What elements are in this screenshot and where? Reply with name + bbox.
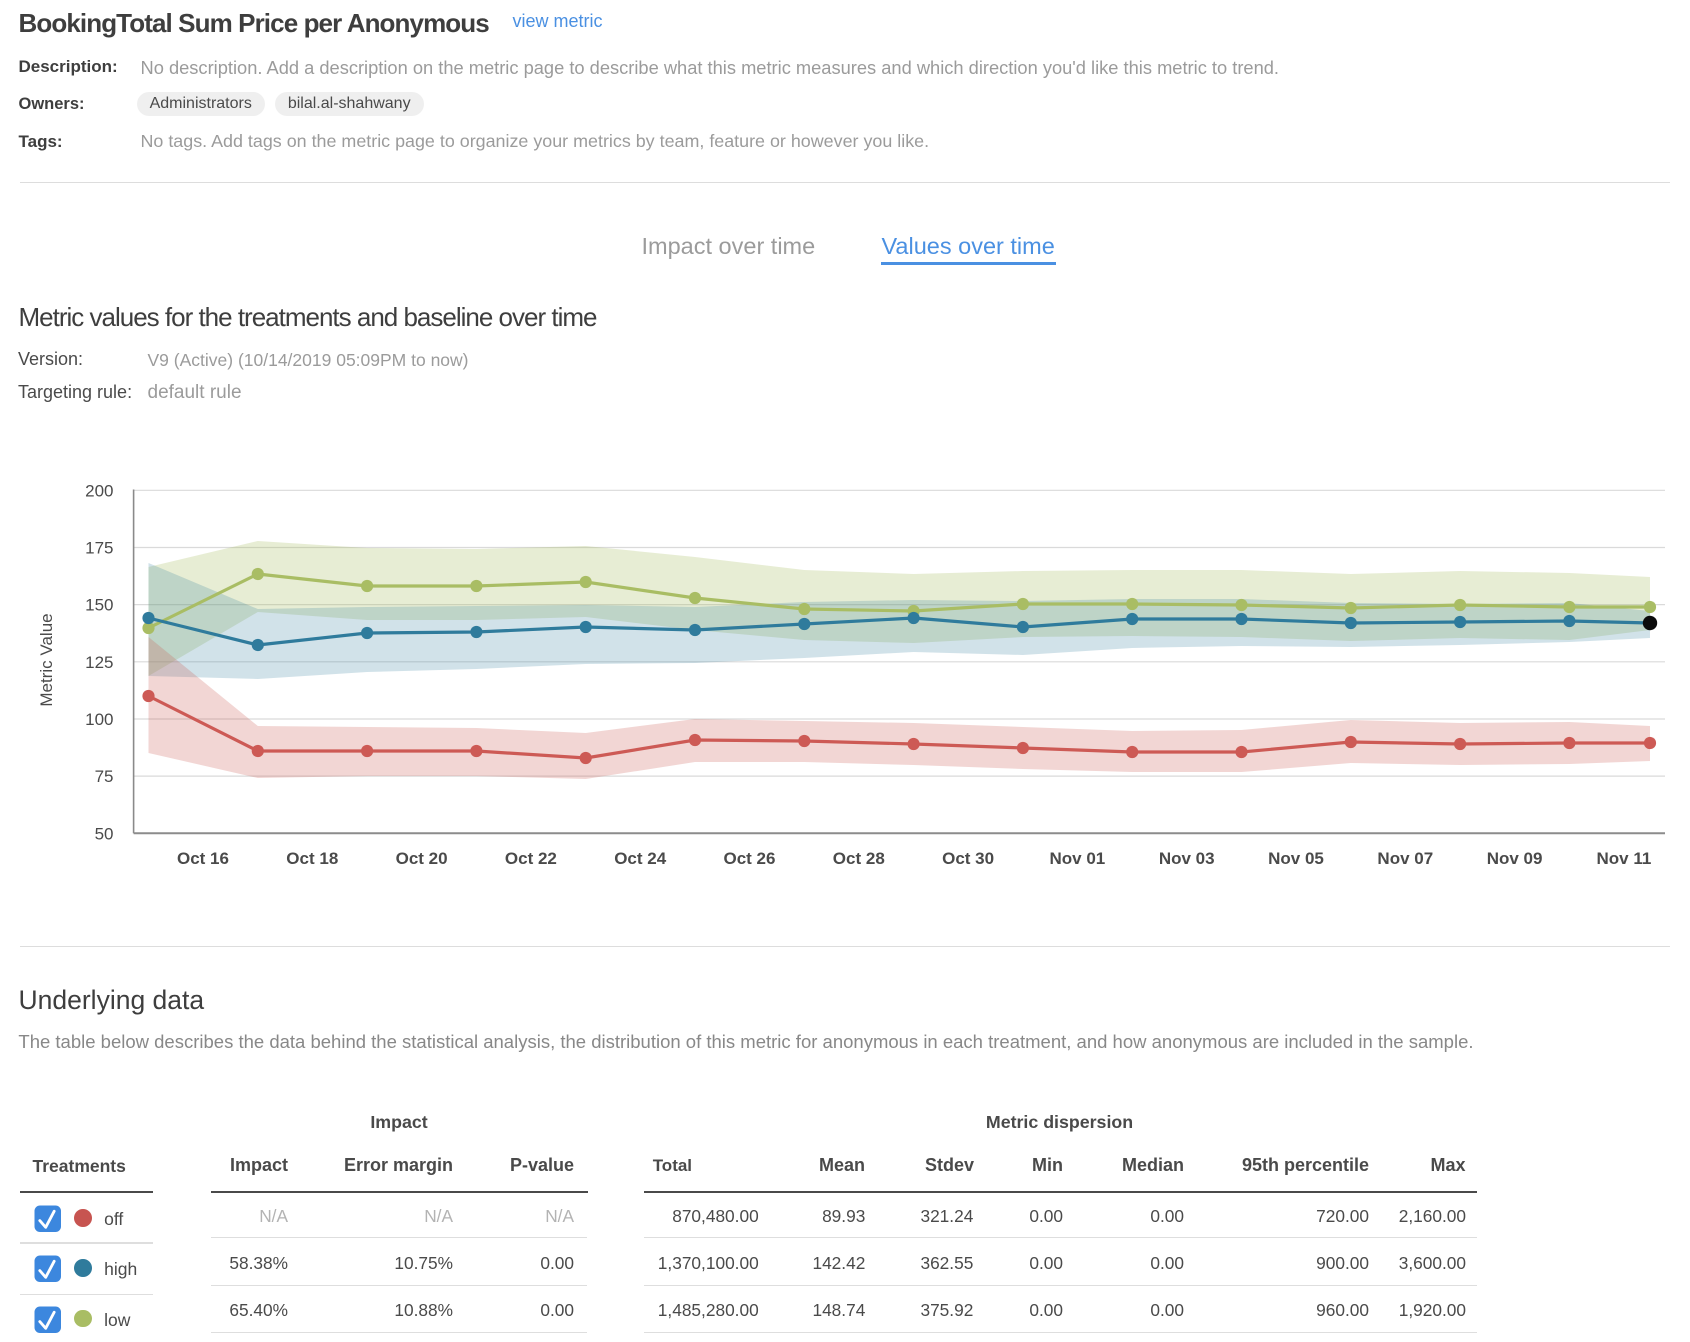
svg-text:Nov 11: Nov 11 [1596,849,1651,868]
svg-text:150: 150 [85,596,113,615]
svg-text:Nov 07: Nov 07 [1377,849,1433,868]
svg-text:200: 200 [85,481,113,500]
svg-text:Oct 22: Oct 22 [505,849,557,868]
svg-text:Oct 30: Oct 30 [942,849,994,868]
svg-text:100: 100 [85,710,113,729]
svg-text:Nov 01: Nov 01 [1050,849,1106,868]
svg-text:Oct 16: Oct 16 [177,849,229,868]
svg-text:175: 175 [85,539,113,558]
svg-text:125: 125 [85,653,113,672]
svg-text:50: 50 [95,824,114,843]
svg-text:Oct 20: Oct 20 [396,849,448,868]
svg-text:Oct 18: Oct 18 [286,849,338,868]
svg-text:Oct 26: Oct 26 [724,849,776,868]
svg-text:Metric Value: Metric Value [37,613,56,706]
svg-text:75: 75 [95,767,114,786]
svg-text:Nov 05: Nov 05 [1268,849,1324,868]
svg-text:Oct 24: Oct 24 [614,849,667,868]
svg-text:Nov 03: Nov 03 [1159,849,1215,868]
svg-text:Nov 09: Nov 09 [1487,849,1543,868]
svg-text:Oct 28: Oct 28 [833,849,885,868]
